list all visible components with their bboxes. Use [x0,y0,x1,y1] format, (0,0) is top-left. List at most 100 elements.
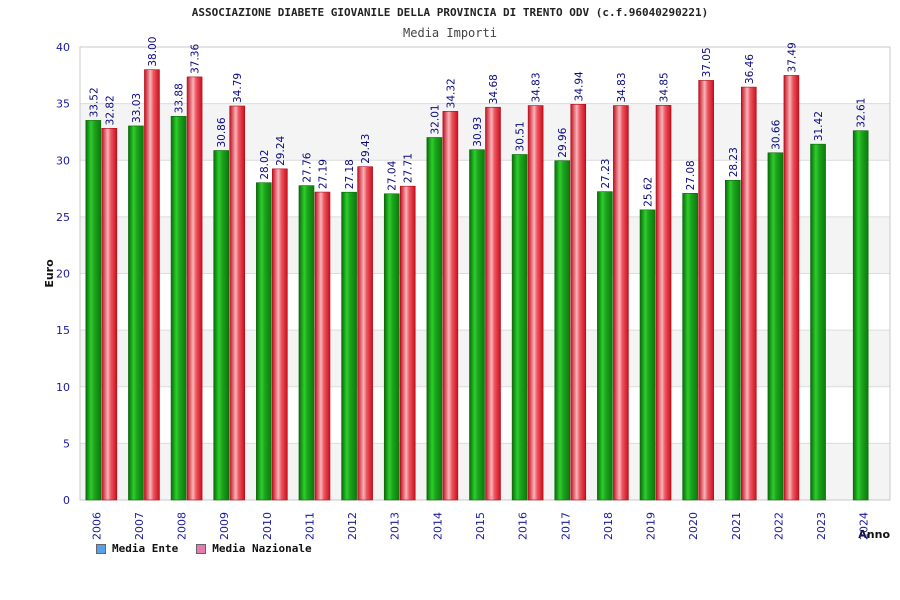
data-label: 32.82 [104,95,116,125]
bar-media-nazionale [357,166,373,501]
data-label: 34.32 [445,78,457,108]
data-label: 27.23 [600,159,612,189]
bar-media-nazionale [485,106,501,501]
plot-frame [79,46,891,501]
bar-media-ente [426,137,443,501]
bar-media-nazionale [698,80,714,501]
data-label: 27.71 [403,153,415,183]
bar-media-ente [554,160,571,501]
bar-media-ente [682,193,698,501]
legend-swatch-nazionale [196,543,207,554]
x-tick-label: 2008 [176,512,189,540]
data-label: 30.93 [472,117,484,147]
bar-media-nazionale [101,128,118,501]
data-label: 29.24 [275,135,287,165]
bar-media-nazionale [314,191,331,501]
data-label: 28.23 [728,147,740,177]
data-label: 33.03 [131,93,143,123]
legend-item-nazionale: Media Nazionale [196,542,312,555]
x-tick-label: 2019 [645,512,658,540]
bar-media-ente [810,143,826,501]
bar-media-ente [852,130,869,501]
bar-media-ente [469,149,485,501]
x-tick-label: 2021 [730,512,743,540]
data-label: 38.00 [147,37,159,67]
x-tick-label: 2010 [261,512,274,540]
bar-media-nazionale [272,168,288,501]
y-tick-label: 25 [56,211,70,224]
x-tick-label: 2018 [602,512,615,540]
x-tick-label: 2015 [474,512,487,540]
data-label: 29.96 [557,127,569,157]
bar-media-ente [298,185,315,501]
legend-swatch-ente [96,543,106,554]
y-tick-label: 40 [56,41,70,54]
data-label: 27.04 [387,160,399,190]
x-tick-label: 2017 [559,512,572,540]
x-tick-label: 2011 [303,512,316,540]
data-label: 34.94 [573,71,585,101]
data-label: 30.86 [216,117,228,147]
data-label: 28.02 [259,150,271,180]
data-label: 30.66 [770,119,782,149]
bar-media-nazionale [442,111,459,501]
bar-media-ente [597,191,613,501]
y-tick-label: 15 [56,324,70,337]
x-tick-label: 2013 [389,512,402,540]
bar-media-ente [256,182,272,501]
bar-media-ente [383,193,400,501]
x-axis-label: Anno [858,528,890,541]
data-label: 32.01 [429,104,441,134]
bar-media-nazionale [399,185,416,501]
data-label: 33.88 [174,83,186,113]
data-label: 27.08 [685,160,697,190]
x-tick-label: 2022 [772,512,785,540]
y-axis-label: Euro [43,259,56,288]
bar-media-nazionale [613,105,629,501]
bar-media-ente [128,125,144,501]
data-label: 36.46 [744,54,756,84]
data-label: 37.49 [786,42,798,72]
x-tick-label: 2006 [90,512,103,540]
data-label: 37.36 [190,44,202,74]
bar-media-nazionale [229,105,246,501]
bar-media-ente [341,191,357,501]
x-tick-label: 2024 [858,512,871,540]
data-label: 34.68 [488,74,500,104]
bar-media-nazionale [655,105,672,501]
data-label: 27.76 [301,152,313,182]
data-label: 34.79 [232,73,244,103]
data-label: 30.51 [515,121,527,151]
bar-media-nazionale [186,76,203,501]
bar-media-nazionale [144,69,160,501]
bar-media-nazionale [783,75,800,501]
y-tick-label: 0 [63,494,70,507]
data-label: 34.83 [531,72,543,102]
data-label: 27.18 [344,159,356,189]
y-tick-label: 20 [56,268,70,281]
x-tick-label: 2007 [133,512,146,540]
data-label: 31.42 [813,111,825,141]
x-tick-label: 2023 [815,512,828,540]
bar-media-ente [724,179,741,501]
data-label: 34.85 [659,72,671,102]
data-label: 27.19 [317,159,329,189]
bar-media-nazionale [527,105,544,501]
y-tick-label: 5 [63,437,70,450]
data-label: 25.62 [643,177,655,207]
data-label: 34.83 [616,72,628,102]
legend-item-ente: Media Ente [96,542,178,555]
y-tick-label: 10 [56,381,70,394]
data-label: 29.43 [360,134,372,164]
x-tick-label: 2009 [218,512,231,540]
bar-media-ente [511,154,528,501]
bar-media-ente [170,116,187,501]
chart-title: ASSOCIAZIONE DIABETE GIOVANILE DELLA PRO… [191,6,709,19]
bar-media-ente [85,120,102,501]
legend-label-nazionale: Media Nazionale [212,542,312,555]
bar-media-nazionale [570,104,587,501]
data-label: 33.52 [88,87,100,117]
y-tick-label: 35 [56,98,70,111]
